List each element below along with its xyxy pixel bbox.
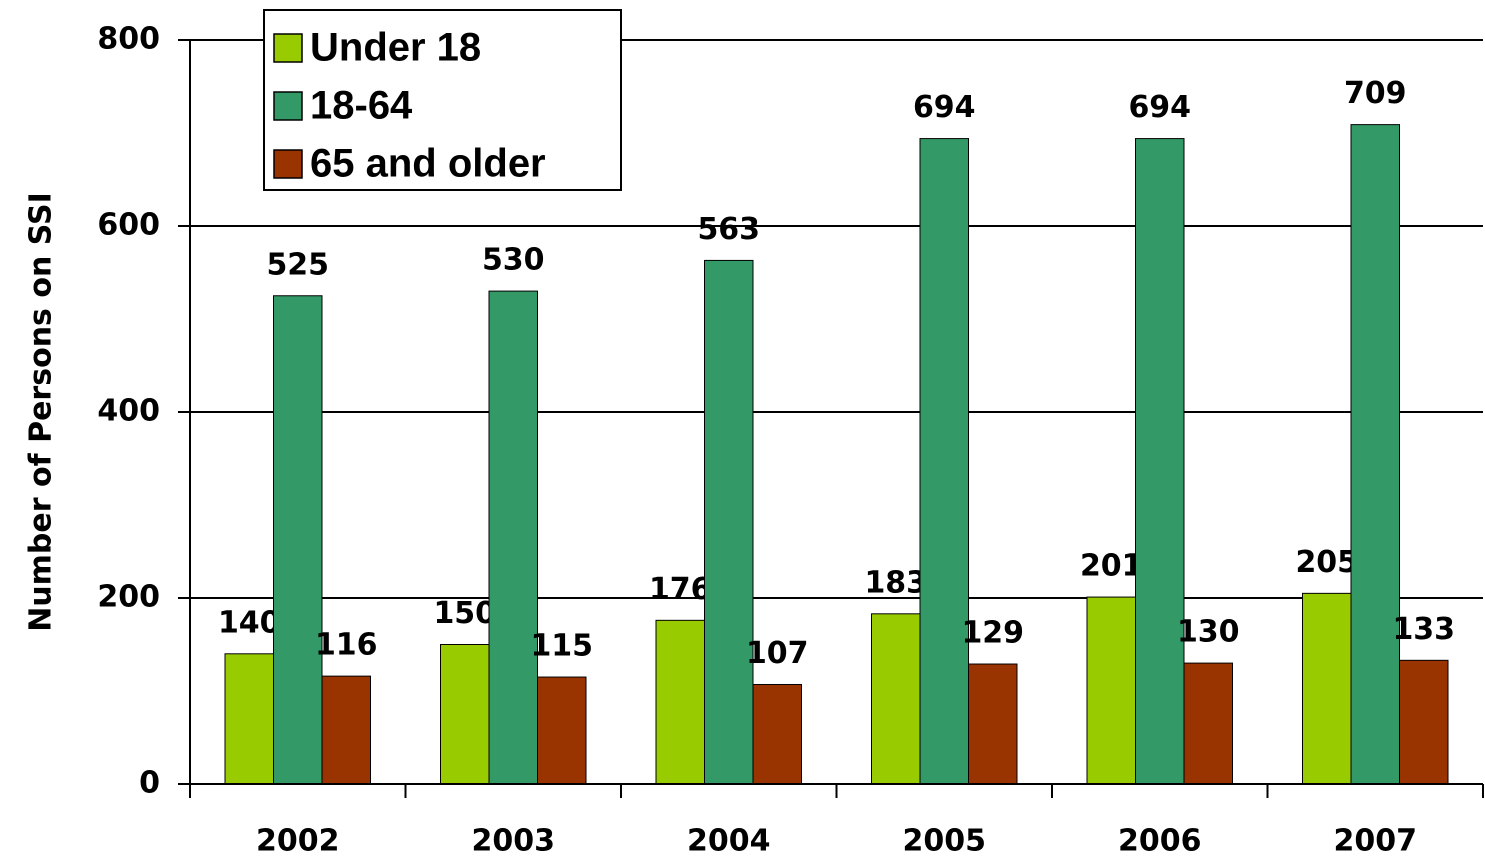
bar bbox=[1086, 596, 1136, 785]
bar bbox=[321, 675, 371, 785]
data-label: 525 bbox=[266, 247, 329, 282]
data-label: 176 bbox=[649, 572, 712, 607]
data-label: 694 bbox=[913, 90, 976, 125]
data-label: 115 bbox=[530, 629, 593, 664]
y-tick-label: 400 bbox=[97, 394, 160, 429]
legend-label: Under 18 bbox=[310, 26, 481, 70]
bar bbox=[919, 138, 969, 785]
data-label: 201 bbox=[1080, 549, 1143, 584]
y-tick-label: 200 bbox=[97, 580, 160, 615]
bar bbox=[1350, 124, 1400, 785]
x-tick-label: 2003 bbox=[472, 824, 556, 859]
bar bbox=[1399, 659, 1449, 785]
data-label: 694 bbox=[1128, 90, 1191, 125]
bar bbox=[655, 619, 705, 785]
bar bbox=[537, 676, 587, 785]
x-tick-label: 2005 bbox=[903, 824, 987, 859]
legend-swatch bbox=[273, 149, 303, 179]
y-tick-label: 600 bbox=[97, 208, 160, 243]
data-label: 116 bbox=[315, 628, 378, 663]
data-label: 563 bbox=[697, 212, 760, 247]
data-label: 530 bbox=[482, 243, 545, 278]
bar bbox=[968, 663, 1018, 785]
data-label: 205 bbox=[1295, 545, 1358, 580]
x-tick-label: 2004 bbox=[687, 824, 771, 859]
legend-box bbox=[263, 9, 622, 191]
bar bbox=[224, 653, 274, 785]
legend-label: 18-64 bbox=[310, 84, 413, 128]
bar bbox=[1302, 592, 1352, 785]
data-label: 107 bbox=[746, 636, 809, 671]
y-tick-label: 800 bbox=[97, 22, 160, 57]
x-tick-label: 2007 bbox=[1334, 824, 1418, 859]
bar bbox=[1135, 138, 1185, 785]
bar bbox=[273, 295, 323, 785]
bar bbox=[440, 644, 490, 785]
x-tick-label: 2002 bbox=[256, 824, 340, 859]
legend-swatch bbox=[273, 33, 303, 63]
legend-swatch bbox=[273, 91, 303, 121]
bar bbox=[488, 290, 538, 785]
y-tick-label: 0 bbox=[139, 766, 160, 801]
legend-label: 65 and older bbox=[310, 142, 546, 186]
y-axis-title: Number of Persons on SSI bbox=[24, 192, 59, 632]
data-label: 150 bbox=[433, 596, 496, 631]
data-label: 129 bbox=[961, 616, 1024, 651]
data-label: 130 bbox=[1177, 615, 1240, 650]
data-label: 709 bbox=[1344, 76, 1407, 111]
bar bbox=[704, 259, 754, 785]
bar bbox=[752, 683, 802, 785]
bar bbox=[1183, 662, 1233, 785]
x-tick-label: 2006 bbox=[1118, 824, 1202, 859]
data-label: 140 bbox=[218, 605, 281, 640]
bar bbox=[871, 613, 921, 785]
data-label: 133 bbox=[1392, 612, 1455, 647]
data-label: 183 bbox=[864, 565, 927, 600]
